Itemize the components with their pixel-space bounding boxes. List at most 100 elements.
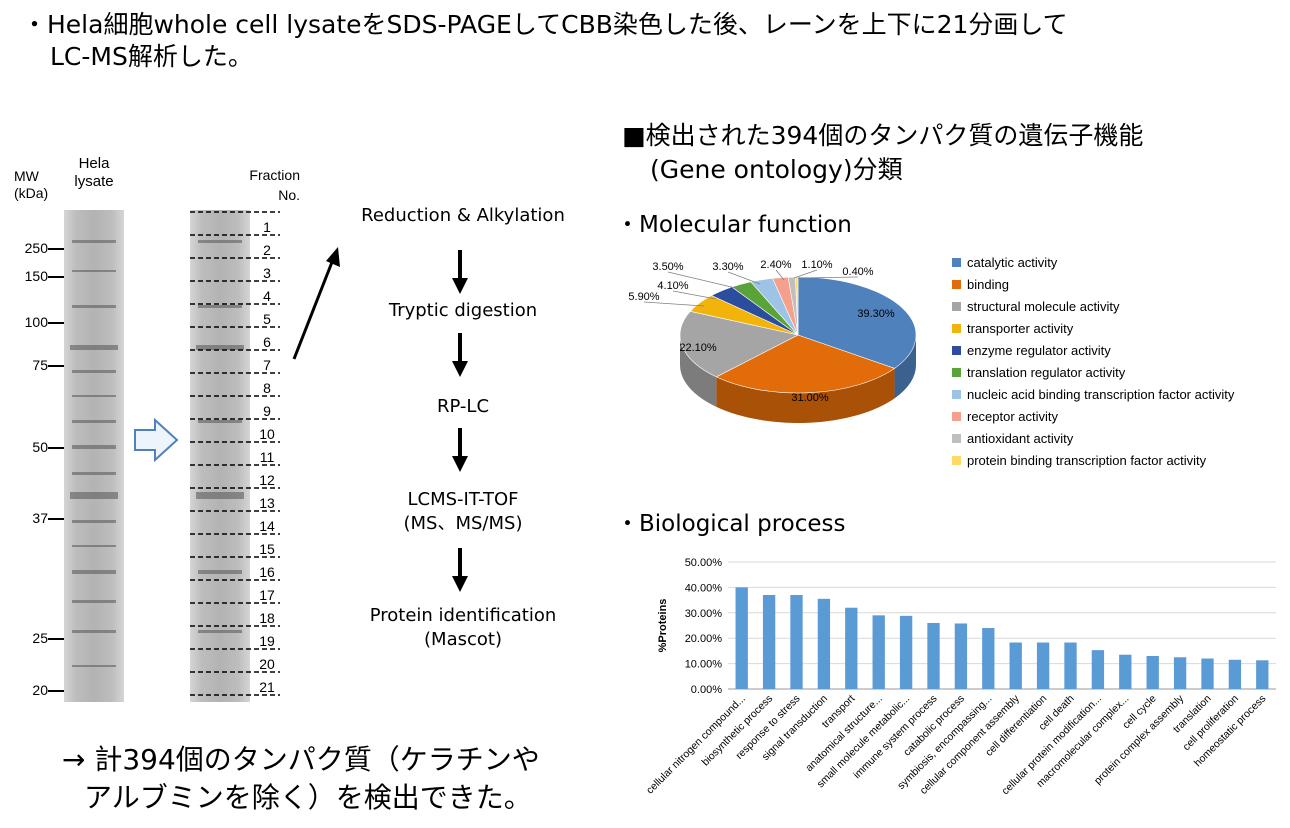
legend-swatch (952, 345, 961, 355)
fraction-number: 4 (263, 288, 271, 304)
legend-swatch (952, 433, 961, 443)
legend-swatch (952, 389, 961, 399)
y-tick-label: 0.00% (691, 684, 722, 696)
pie-leader-line (775, 269, 785, 281)
pie-data-label: 3.50% (652, 261, 683, 273)
fraction-number: 3 (263, 265, 271, 281)
y-tick-label: 10.00% (685, 659, 723, 671)
bar (790, 595, 803, 689)
down-arrow-icon (452, 333, 468, 377)
legend-swatch (952, 301, 961, 311)
y-tick-label: 50.00% (685, 557, 723, 569)
bar (872, 615, 885, 689)
bar (735, 587, 748, 689)
bar (845, 607, 858, 689)
fraction-number: 9 (263, 403, 271, 419)
bar (1201, 658, 1214, 689)
mw-tick-marks (48, 248, 64, 692)
fraction-number: 6 (263, 334, 271, 350)
legend-label: protein binding transcription factor act… (967, 452, 1207, 468)
fraction-number: 11 (259, 449, 275, 465)
fraction-number: 10 (259, 426, 275, 442)
pie-leader-line (672, 290, 717, 300)
bar (762, 595, 776, 689)
pie-slice-side (680, 335, 717, 407)
y-tick-label: 30.00% (685, 608, 723, 620)
pie-leader-line (667, 271, 745, 291)
fraction-to-workflow-arrow-icon (292, 247, 340, 360)
mf-title: ・Molecular function (616, 212, 852, 238)
pie-data-label: 22.10% (679, 342, 717, 354)
legend-label: antioxidant activity (967, 430, 1074, 446)
intro-line1: ・Hela細胞whole cell lysateをSDS-PAGEしてCBB染色… (22, 10, 1068, 39)
pie-slice-side (716, 368, 895, 423)
y-tick-label: 40.00% (685, 582, 723, 594)
workflow-step-lcms: LCMS-IT-TOF (MS、MS/MS) (403, 489, 523, 534)
fraction-number: 21 (259, 679, 275, 695)
pie-data-label: 2.40% (760, 259, 791, 271)
bar (1064, 642, 1077, 689)
y-tick-label: 20.00% (685, 633, 723, 645)
legend-label: catalytic activity (967, 254, 1058, 270)
mw-marker-25: 25 (32, 630, 48, 646)
fraction-number: 12 (259, 472, 275, 488)
fraction-number: 2 (263, 242, 271, 258)
legend-swatch (952, 367, 961, 377)
pie-legend-item: enzyme regulator activity (952, 341, 1111, 359)
workflow-step-identification: Protein identification (Mascot) (369, 605, 557, 650)
pie-legend-item: translation regulator activity (952, 363, 1125, 381)
biological-process-bar-chart: 0.00% 10.00% 20.00% 30.00% 40.00% 50.00% %Prot… (644, 557, 1276, 797)
bar (1009, 642, 1022, 689)
fraction-number: 5 (263, 311, 271, 327)
legend-swatch (952, 323, 961, 333)
bar (1036, 642, 1050, 689)
pie-leader-line (793, 269, 818, 279)
workflow-step-rplc: RP-LC (436, 396, 490, 417)
fraction-number: 1 (263, 219, 271, 235)
pie-leader-line (797, 276, 859, 279)
intro-line2: LC-MS解析した。 (50, 42, 253, 71)
gel-bands (70, 240, 118, 667)
fraction-number: 8 (263, 380, 271, 396)
bar (982, 628, 995, 689)
bar (1256, 660, 1269, 689)
gel-lane-fractions (190, 210, 250, 702)
fraction-number: 18 (259, 610, 275, 626)
pie-slice (797, 276, 917, 369)
x-tick-label: cellular nitrogen compound... (644, 693, 748, 797)
legend-label: receptor activity (967, 408, 1059, 424)
go-title-line1: ■検出された394個のタンパク質の遺伝子機能 (622, 121, 1144, 150)
bar (1119, 654, 1132, 689)
legend-label: structural molecule activity (967, 298, 1120, 314)
bar (1173, 657, 1187, 689)
pie-legend-item: receptor activity (952, 407, 1058, 425)
pie-data-label: 4.10% (657, 280, 688, 292)
fraction-number: 17 (259, 587, 275, 603)
pie-legend-item: binding (952, 275, 1009, 293)
fraction-number: 19 (259, 633, 275, 649)
pie-legend: catalytic activity binding structural mole… (952, 253, 1282, 473)
down-arrow-icon (452, 548, 468, 592)
mw-marker-150: 150 (24, 268, 48, 284)
pie-legend-item: catalytic activity (952, 253, 1057, 271)
bar (1146, 655, 1159, 689)
legend-label: binding (967, 276, 1009, 292)
mw-marker-75: 75 (32, 357, 48, 373)
bar (954, 623, 968, 689)
pie-data-label: 3.30% (712, 261, 743, 273)
workflow-step-reduction: Reduction & Alkylation (361, 205, 565, 226)
mw-marker-50: 50 (32, 439, 48, 455)
legend-swatch (952, 455, 961, 465)
legend-swatch (952, 279, 961, 289)
legend-label: nucleic acid binding transcription facto… (967, 386, 1235, 402)
fraction-number: 15 (259, 541, 275, 557)
fraction-number: 14 (259, 518, 275, 534)
legend-swatch (952, 257, 961, 267)
result-line2: アルブミンを除く）を検出できた。 (84, 781, 532, 814)
fraction-number: 13 (259, 495, 275, 511)
mw-marker-100: 100 (24, 314, 48, 330)
pie-leader-line (643, 301, 705, 307)
mw-header: MW (kDa) (14, 168, 49, 201)
pie-data-label: 1.10% (801, 259, 832, 271)
bar (817, 598, 831, 689)
